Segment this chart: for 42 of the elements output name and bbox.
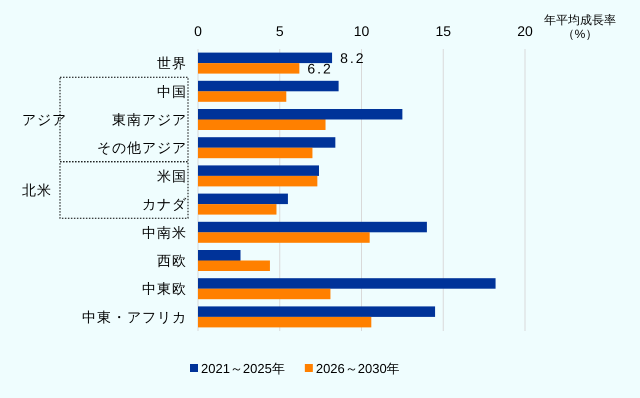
y-tick-label: 米国 (157, 168, 187, 184)
bar (198, 165, 319, 176)
y-tick-label: 西欧 (157, 252, 187, 268)
x-tick-label: 5 (276, 23, 284, 39)
y-tick-label: 中東・アフリカ (82, 308, 187, 325)
bar (198, 232, 370, 243)
bar (198, 278, 496, 289)
data-label: 8.2 (340, 50, 366, 66)
x-tick-label: 15 (435, 23, 452, 39)
y-tick-label: カナダ (142, 196, 187, 212)
bar (198, 176, 318, 186)
text: アジア (22, 112, 67, 128)
y-tick-label: その他アジア (97, 140, 187, 156)
bar (198, 204, 276, 215)
bar (198, 137, 336, 148)
legend-label: 2026～2030年 (316, 361, 400, 376)
bar (198, 306, 436, 317)
x-tick-label: 0 (194, 23, 202, 39)
x-tick-label: 20 (517, 23, 533, 39)
bar (198, 194, 288, 204)
bar (198, 288, 330, 300)
bar (198, 316, 372, 328)
bar (198, 120, 326, 130)
bar (198, 260, 270, 271)
x-axis-title: 年平均成長率（%） (544, 13, 616, 41)
bar (198, 80, 339, 92)
bar (198, 250, 241, 260)
y-tick-label: 中国 (157, 83, 187, 100)
y-tick-label: 東南アジア (112, 112, 187, 128)
bar (198, 63, 300, 74)
text: 北米 (22, 182, 52, 198)
y-tick-label: 中南米 (142, 224, 187, 240)
bar (198, 52, 332, 64)
data-label: 6.2 (307, 60, 333, 76)
bar (198, 109, 402, 120)
bar (198, 222, 427, 232)
y-tick-label: 中東欧 (142, 280, 187, 297)
x-tick-label: 10 (354, 23, 370, 39)
legend-label: 2021～2025年 (201, 361, 285, 376)
bar (198, 148, 312, 158)
bar (198, 91, 286, 102)
y-tick-label: 世界 (157, 55, 187, 72)
